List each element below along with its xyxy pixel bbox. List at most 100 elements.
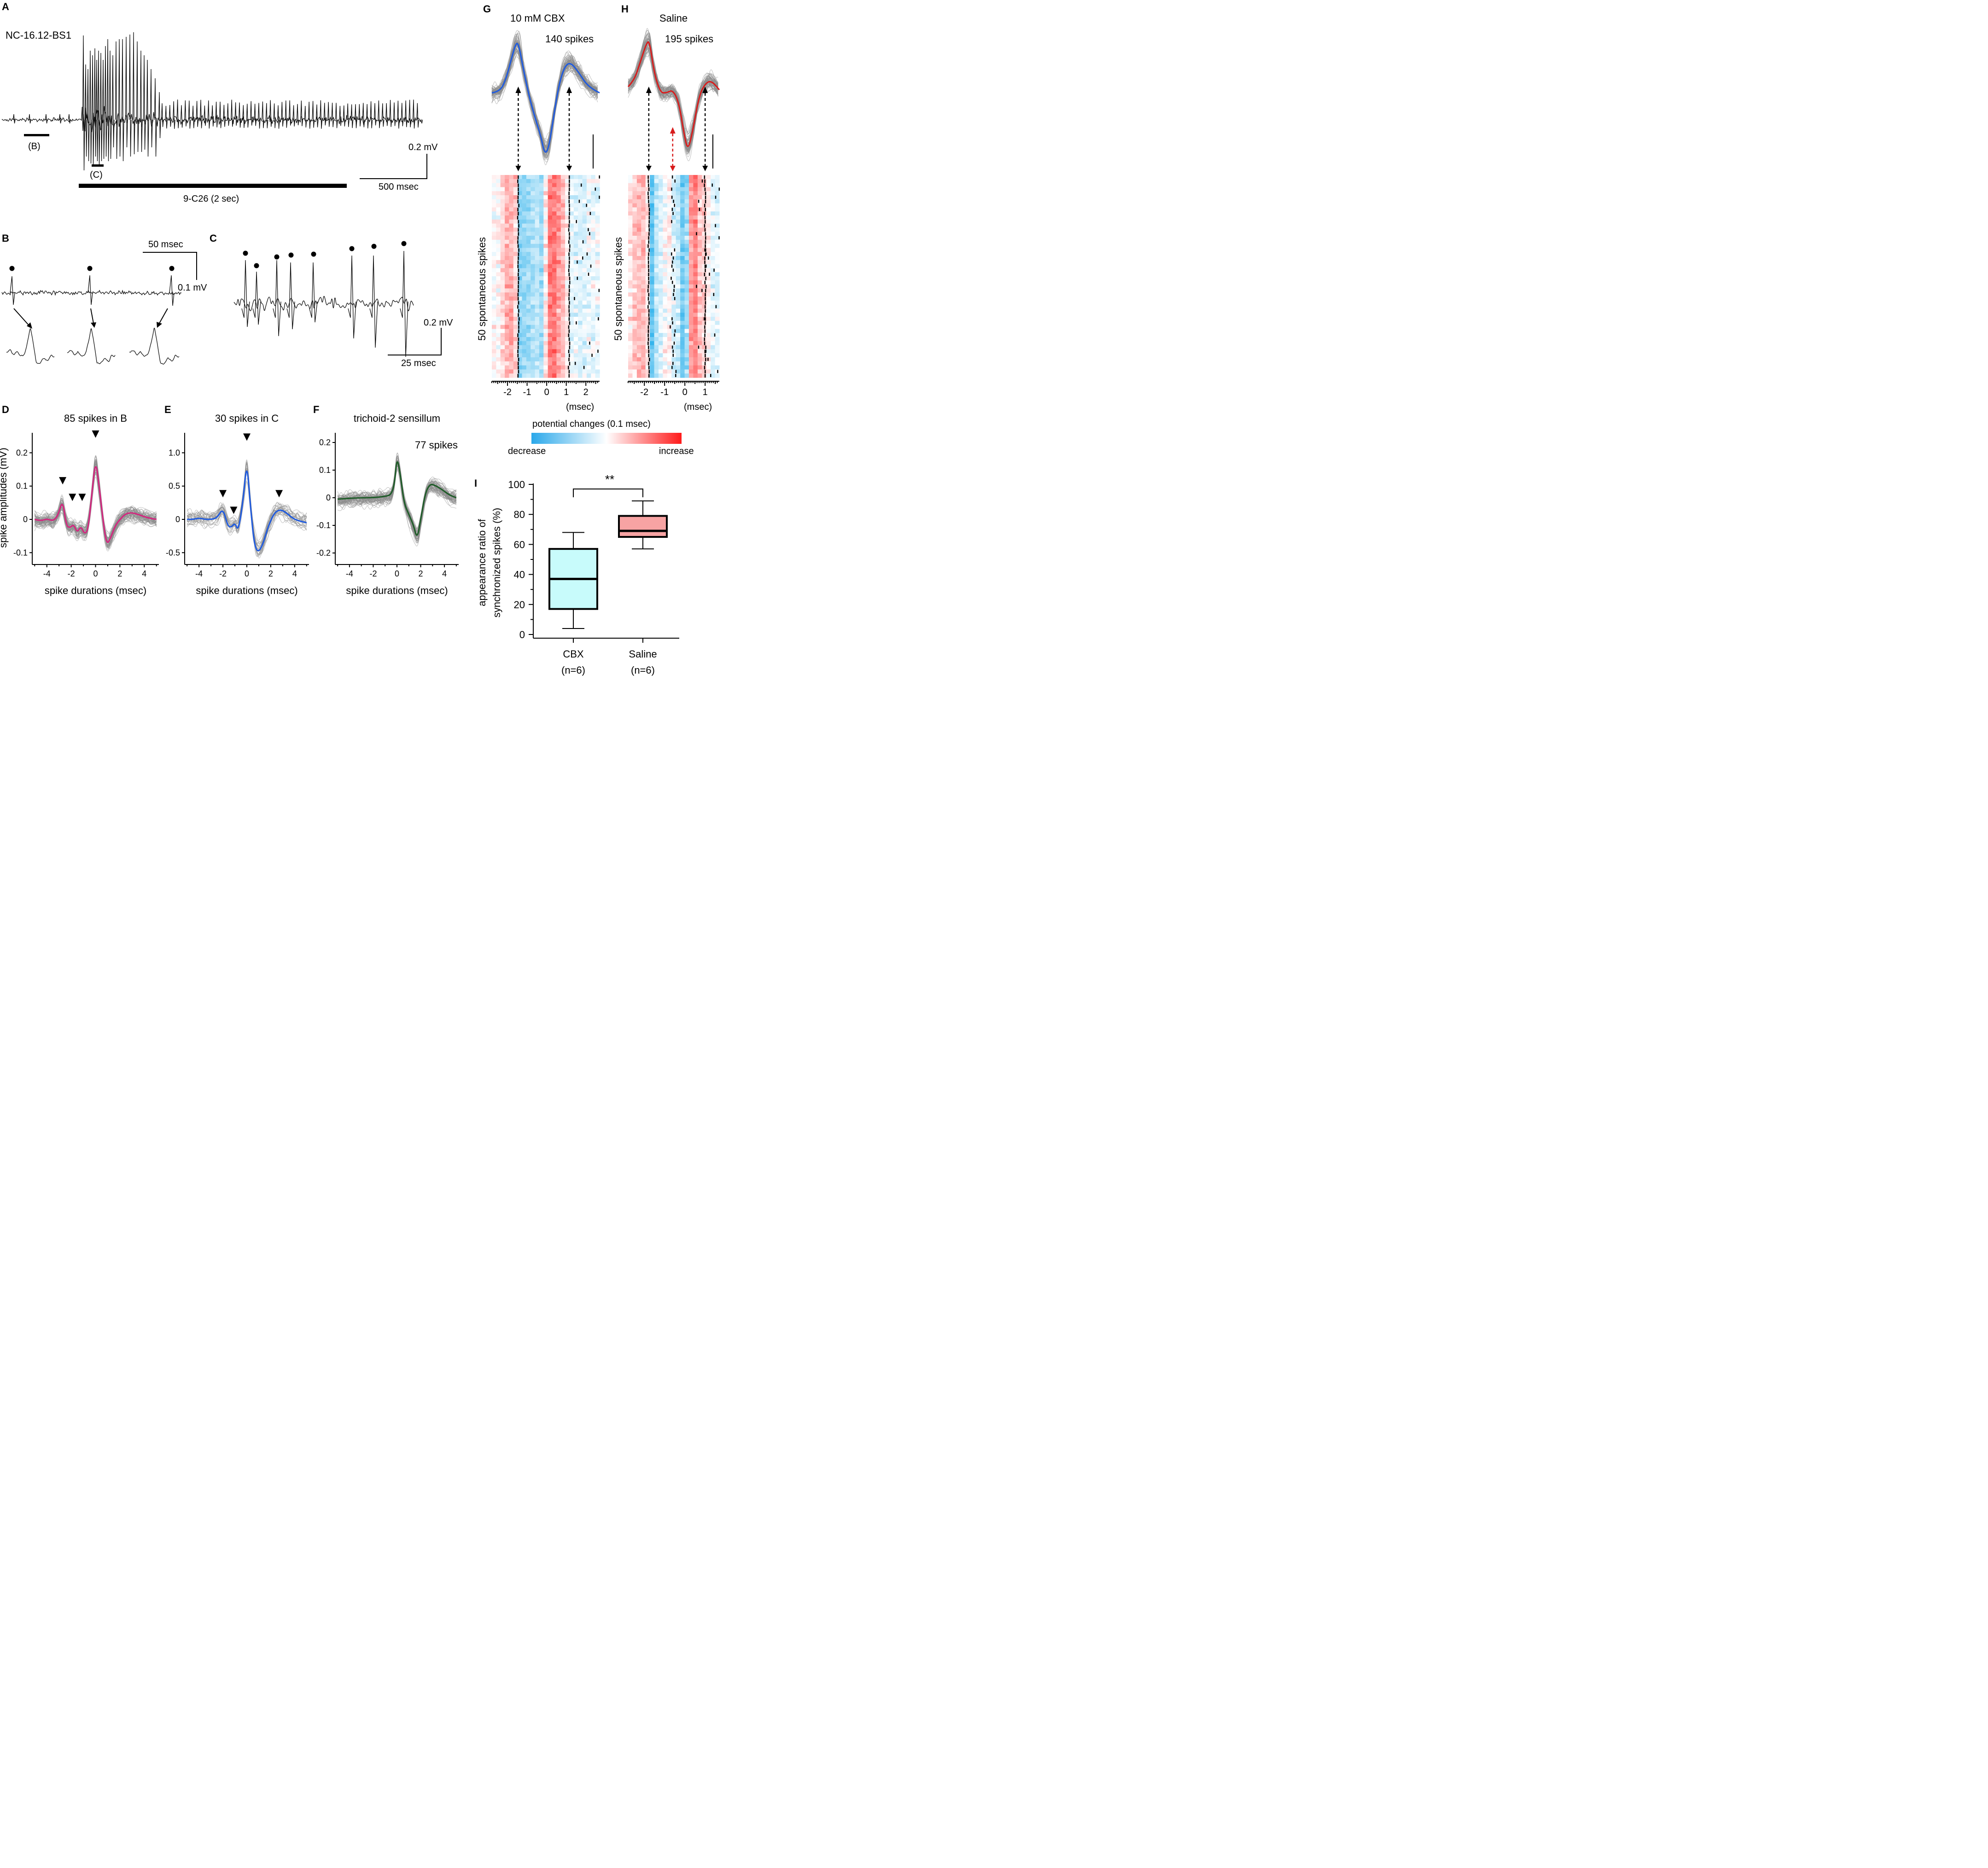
heatmap-cell: [706, 313, 711, 317]
heatmap-cell: [513, 341, 518, 346]
heatmap-cell: [586, 223, 591, 228]
heatmap-cell: [702, 232, 707, 236]
heatmap-cell: [654, 325, 659, 329]
y-tick-label: 0.2: [319, 438, 331, 447]
heatmap-cell: [531, 199, 536, 204]
heatmap-cell: [654, 244, 659, 248]
heatmap-cell: [496, 333, 501, 338]
heatmap-cell: [526, 203, 531, 208]
heatmap-cell: [565, 199, 570, 204]
heatmap-cell: [632, 341, 637, 346]
heatmap-cell: [556, 357, 561, 362]
heatmap-cell: [492, 365, 496, 370]
heatmap-cell: [667, 284, 672, 289]
heatmap-cell: [578, 252, 583, 256]
heatmap-cell: [505, 337, 510, 342]
heatmap-cell: [518, 248, 523, 252]
heatmap-cell: [539, 191, 544, 196]
heatmap-cell: [628, 337, 633, 342]
b-segment-label: (B): [28, 141, 41, 151]
heatmap-cell: [518, 211, 523, 216]
heatmap-cell: [706, 264, 711, 268]
heatmap-cell: [539, 199, 544, 204]
heatmap-cell: [671, 317, 676, 321]
heatmap-cell: [509, 349, 514, 354]
heatmap-cell: [569, 345, 574, 349]
heatmap-cell: [535, 345, 540, 349]
heatmap-cell: [676, 353, 681, 358]
heatmap-cell: [552, 337, 557, 342]
heatmap-cell: [531, 215, 536, 220]
heatmap-cell: [531, 341, 536, 346]
heatmap-cell: [496, 280, 501, 285]
overlay-trace: [34, 462, 157, 548]
heatmap-cell: [715, 288, 720, 293]
heatmap-cell: [496, 248, 501, 252]
heatmap-cell: [522, 256, 527, 261]
heatmap-cell: [697, 320, 702, 326]
heatmap-cell: [628, 317, 633, 321]
heatmap-cell: [573, 183, 578, 187]
heatmap-cell: [582, 199, 587, 204]
heatmap-cell: [632, 175, 637, 180]
heatmap-cell: [569, 203, 574, 208]
heatmap-cell: [556, 191, 561, 196]
heatmap-cell: [556, 292, 561, 297]
heatmap-cell: [693, 369, 698, 374]
heatmap-cell: [689, 297, 694, 301]
heatmap-cell: [636, 317, 641, 321]
heatmap-cell: [500, 252, 505, 256]
heatmap-cell: [509, 288, 514, 293]
heatmap-cell: [641, 203, 646, 208]
heatmap-cell: [496, 195, 501, 200]
heatmap-cell: [573, 341, 578, 346]
heatmap-cell: [715, 292, 720, 297]
heatmap-cell: [711, 300, 716, 305]
heatmap-cell: [582, 223, 587, 228]
panel-label-b: B: [2, 233, 9, 244]
heatmap-cell: [715, 183, 720, 187]
heatmap-cell: [578, 276, 583, 281]
heatmap-cell: [565, 357, 570, 362]
heatmap-cell: [500, 353, 505, 358]
heatmap-cell: [531, 325, 536, 329]
heatmap-cell: [513, 179, 518, 184]
heatmap-cell: [684, 333, 689, 338]
mean-trace: [491, 43, 600, 153]
overlay-trace: [35, 471, 157, 543]
heatmap-cell: [522, 211, 527, 216]
heatmap-cell: [706, 179, 711, 184]
heatmap-cell: [641, 260, 646, 265]
heatmap-cell: [676, 227, 681, 232]
heatmap-cell: [663, 203, 668, 208]
x-tick-label: 1: [703, 387, 708, 397]
heatmap-cell: [531, 333, 536, 338]
heatmap-cell: [680, 373, 685, 378]
heatmap-cell: [522, 313, 527, 317]
heatmap-cell: [565, 365, 570, 370]
heatmap-cell: [513, 333, 518, 338]
heatmap-cell: [531, 248, 536, 252]
panel-label-c: C: [210, 233, 217, 244]
heatmap-cell: [711, 179, 716, 184]
heatmap-cell: [531, 288, 536, 293]
heatmap-cell: [556, 297, 561, 301]
heatmap-cell: [595, 191, 600, 196]
heatmap-cell: [573, 284, 578, 289]
heatmap-cell: [535, 353, 540, 358]
heatmap-cell: [582, 308, 587, 313]
heatmap-cell: [680, 284, 685, 289]
heatmap-cell: [543, 329, 548, 333]
heatmap-cell: [632, 207, 637, 212]
heatmap-cell: [628, 357, 633, 362]
heatmap-cell: [578, 223, 583, 228]
heatmap-cell: [578, 187, 583, 192]
heatmap-cell: [641, 227, 646, 232]
heatmap-cell: [518, 304, 523, 309]
heatmap-cell: [539, 288, 544, 293]
heatmap-cell: [595, 288, 600, 293]
heatmap-cell: [556, 313, 561, 317]
heatmap-cell: [636, 313, 641, 317]
heatmap-cell: [591, 313, 596, 317]
heatmap-cell: [552, 349, 557, 354]
